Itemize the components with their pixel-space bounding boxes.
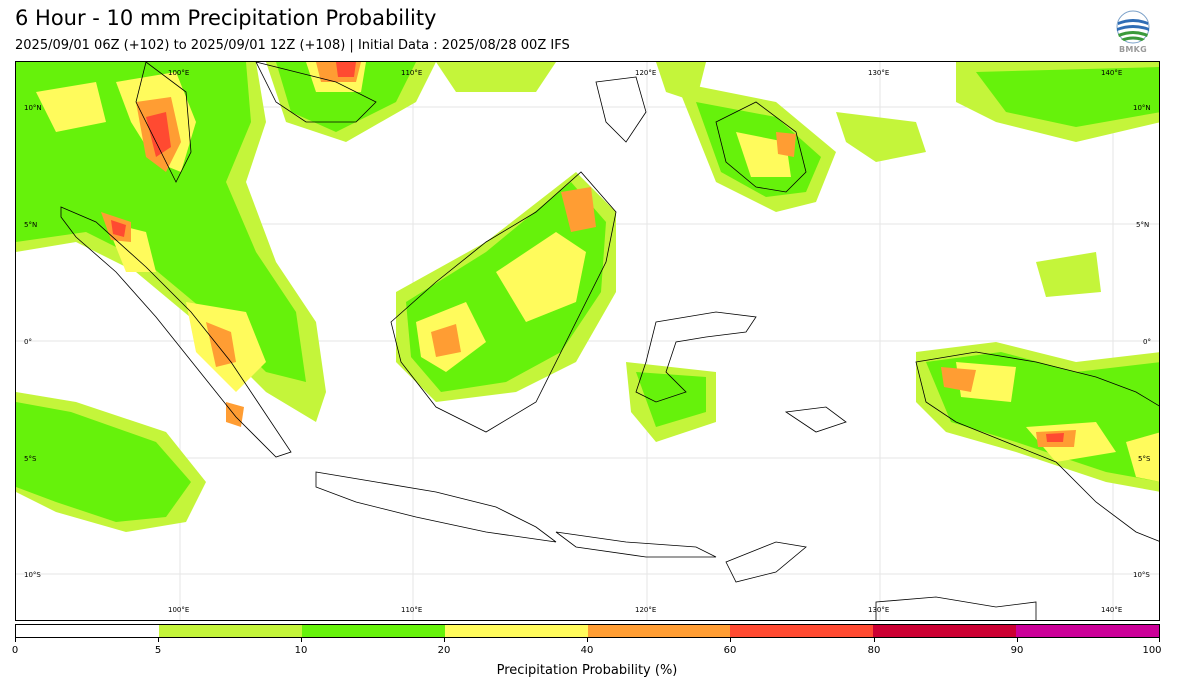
coastlines [60, 62, 1159, 620]
colorbar-label-10: 10 [294, 645, 308, 656]
colorbar-tick [1017, 638, 1018, 642]
lat-label-0-right: 0° [1143, 338, 1151, 346]
lon-label-100e-bottom: 100°E [168, 606, 189, 614]
chart-subtitle: 2025/09/01 06Z (+102) to 2025/09/01 12Z … [15, 38, 570, 53]
colorbar-label-0: 0 [11, 645, 19, 656]
colorbar-segment-10-20 [301, 625, 445, 637]
colorbar-tick [730, 638, 731, 642]
lat-label-0: 0° [24, 338, 32, 346]
lon-label-110e-bottom: 110°E [401, 606, 422, 614]
colorbar-segment-40-60 [587, 625, 731, 637]
logo-label: BMKG [1118, 45, 1148, 54]
colorbar-title: Precipitation Probability (%) [496, 663, 678, 678]
longitude-labels-bottom: 100°E 110°E 120°E 130°E 140°E [168, 606, 1122, 614]
lat-label-10s: 10°S [24, 571, 41, 579]
colorbar-label-20: 20 [437, 645, 451, 656]
lat-label-10n-right: 10°N [1133, 104, 1151, 112]
colorbar-segment-80-90 [873, 625, 1017, 637]
colorbar-segment-20-40 [444, 625, 588, 637]
colorbar-segment-90-100 [1016, 625, 1159, 637]
colorbar-tick [444, 638, 445, 642]
colorbar-tick [1159, 638, 1160, 642]
colorbar [15, 624, 1160, 638]
precipitation-map: 10°N 5°N 0° 5°S 10°S 10°N 5°N 0° 5°S 10°… [15, 61, 1160, 621]
lat-label-10s-right: 10°S [1133, 571, 1150, 579]
colorbar-tick [587, 638, 588, 642]
lon-label-120e: 120°E [635, 69, 656, 77]
colorbar-segment-5-10 [158, 625, 302, 637]
colorbar-tick [301, 638, 302, 642]
longitude-labels-top: 100°E 110°E 120°E 130°E 140°E [168, 69, 1122, 77]
map-canvas: 10°N 5°N 0° 5°S 10°S 10°N 5°N 0° 5°S 10°… [16, 62, 1159, 620]
bmkg-logo-icon [1116, 10, 1150, 44]
chart-title: 6 Hour - 10 mm Precipitation Probability [15, 6, 437, 30]
lon-label-140e-bottom: 140°E [1101, 606, 1122, 614]
colorbar-label-100: 100 [1142, 645, 1162, 656]
colorbar-tick [874, 638, 875, 642]
colorbar-tick [15, 638, 16, 642]
colorbar-tick [158, 638, 159, 642]
colorbar-label-5: 5 [154, 645, 162, 656]
lon-label-130e: 130°E [868, 69, 889, 77]
colorbar-label-60: 60 [723, 645, 737, 656]
lat-label-5n: 5°N [24, 221, 37, 229]
colorbar-label-80: 80 [867, 645, 881, 656]
lat-label-10n: 10°N [24, 104, 42, 112]
lon-label-110e: 110°E [401, 69, 422, 77]
lat-label-5s: 5°S [24, 455, 37, 463]
colorbar-label-40: 40 [580, 645, 594, 656]
colorbar-segment-60-80 [730, 625, 874, 637]
lon-label-100e: 100°E [168, 69, 189, 77]
colorbar-segment-0-5 [16, 625, 159, 637]
lat-label-5n-right: 5°N [1136, 221, 1149, 229]
lon-label-120e-bottom: 120°E [635, 606, 656, 614]
latitude-labels-right: 10°N 5°N 0° 5°S 10°S [1133, 104, 1151, 579]
lat-label-5s-right: 5°S [1138, 455, 1151, 463]
lon-label-130e-bottom: 130°E [868, 606, 889, 614]
lon-label-140e: 140°E [1101, 69, 1122, 77]
colorbar-label-90: 90 [1010, 645, 1024, 656]
latitude-labels-left: 10°N 5°N 0° 5°S 10°S [24, 104, 42, 579]
probability-60-80-layer [111, 62, 1064, 442]
